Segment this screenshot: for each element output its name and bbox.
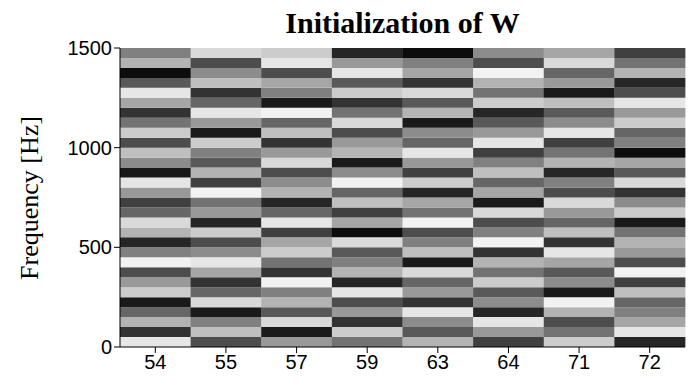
svg-text:57: 57 bbox=[285, 351, 307, 373]
svg-text:72: 72 bbox=[639, 351, 661, 373]
svg-text:0: 0 bbox=[101, 336, 112, 358]
html-text:Initialization of W: Initialization of W bbox=[285, 6, 520, 39]
svg-text:59: 59 bbox=[356, 351, 378, 373]
svg-text:63: 63 bbox=[427, 351, 449, 373]
svg-text:54: 54 bbox=[144, 351, 166, 373]
svg-text:1500: 1500 bbox=[68, 37, 113, 59]
svg-text:55: 55 bbox=[215, 351, 237, 373]
svg-text:500: 500 bbox=[79, 236, 112, 258]
html-text:Frequency [Hz]: Frequency [Hz] bbox=[15, 115, 44, 280]
svg-text:64: 64 bbox=[497, 351, 519, 373]
svg-text:1000: 1000 bbox=[68, 137, 113, 159]
svg-text:71: 71 bbox=[568, 351, 590, 373]
